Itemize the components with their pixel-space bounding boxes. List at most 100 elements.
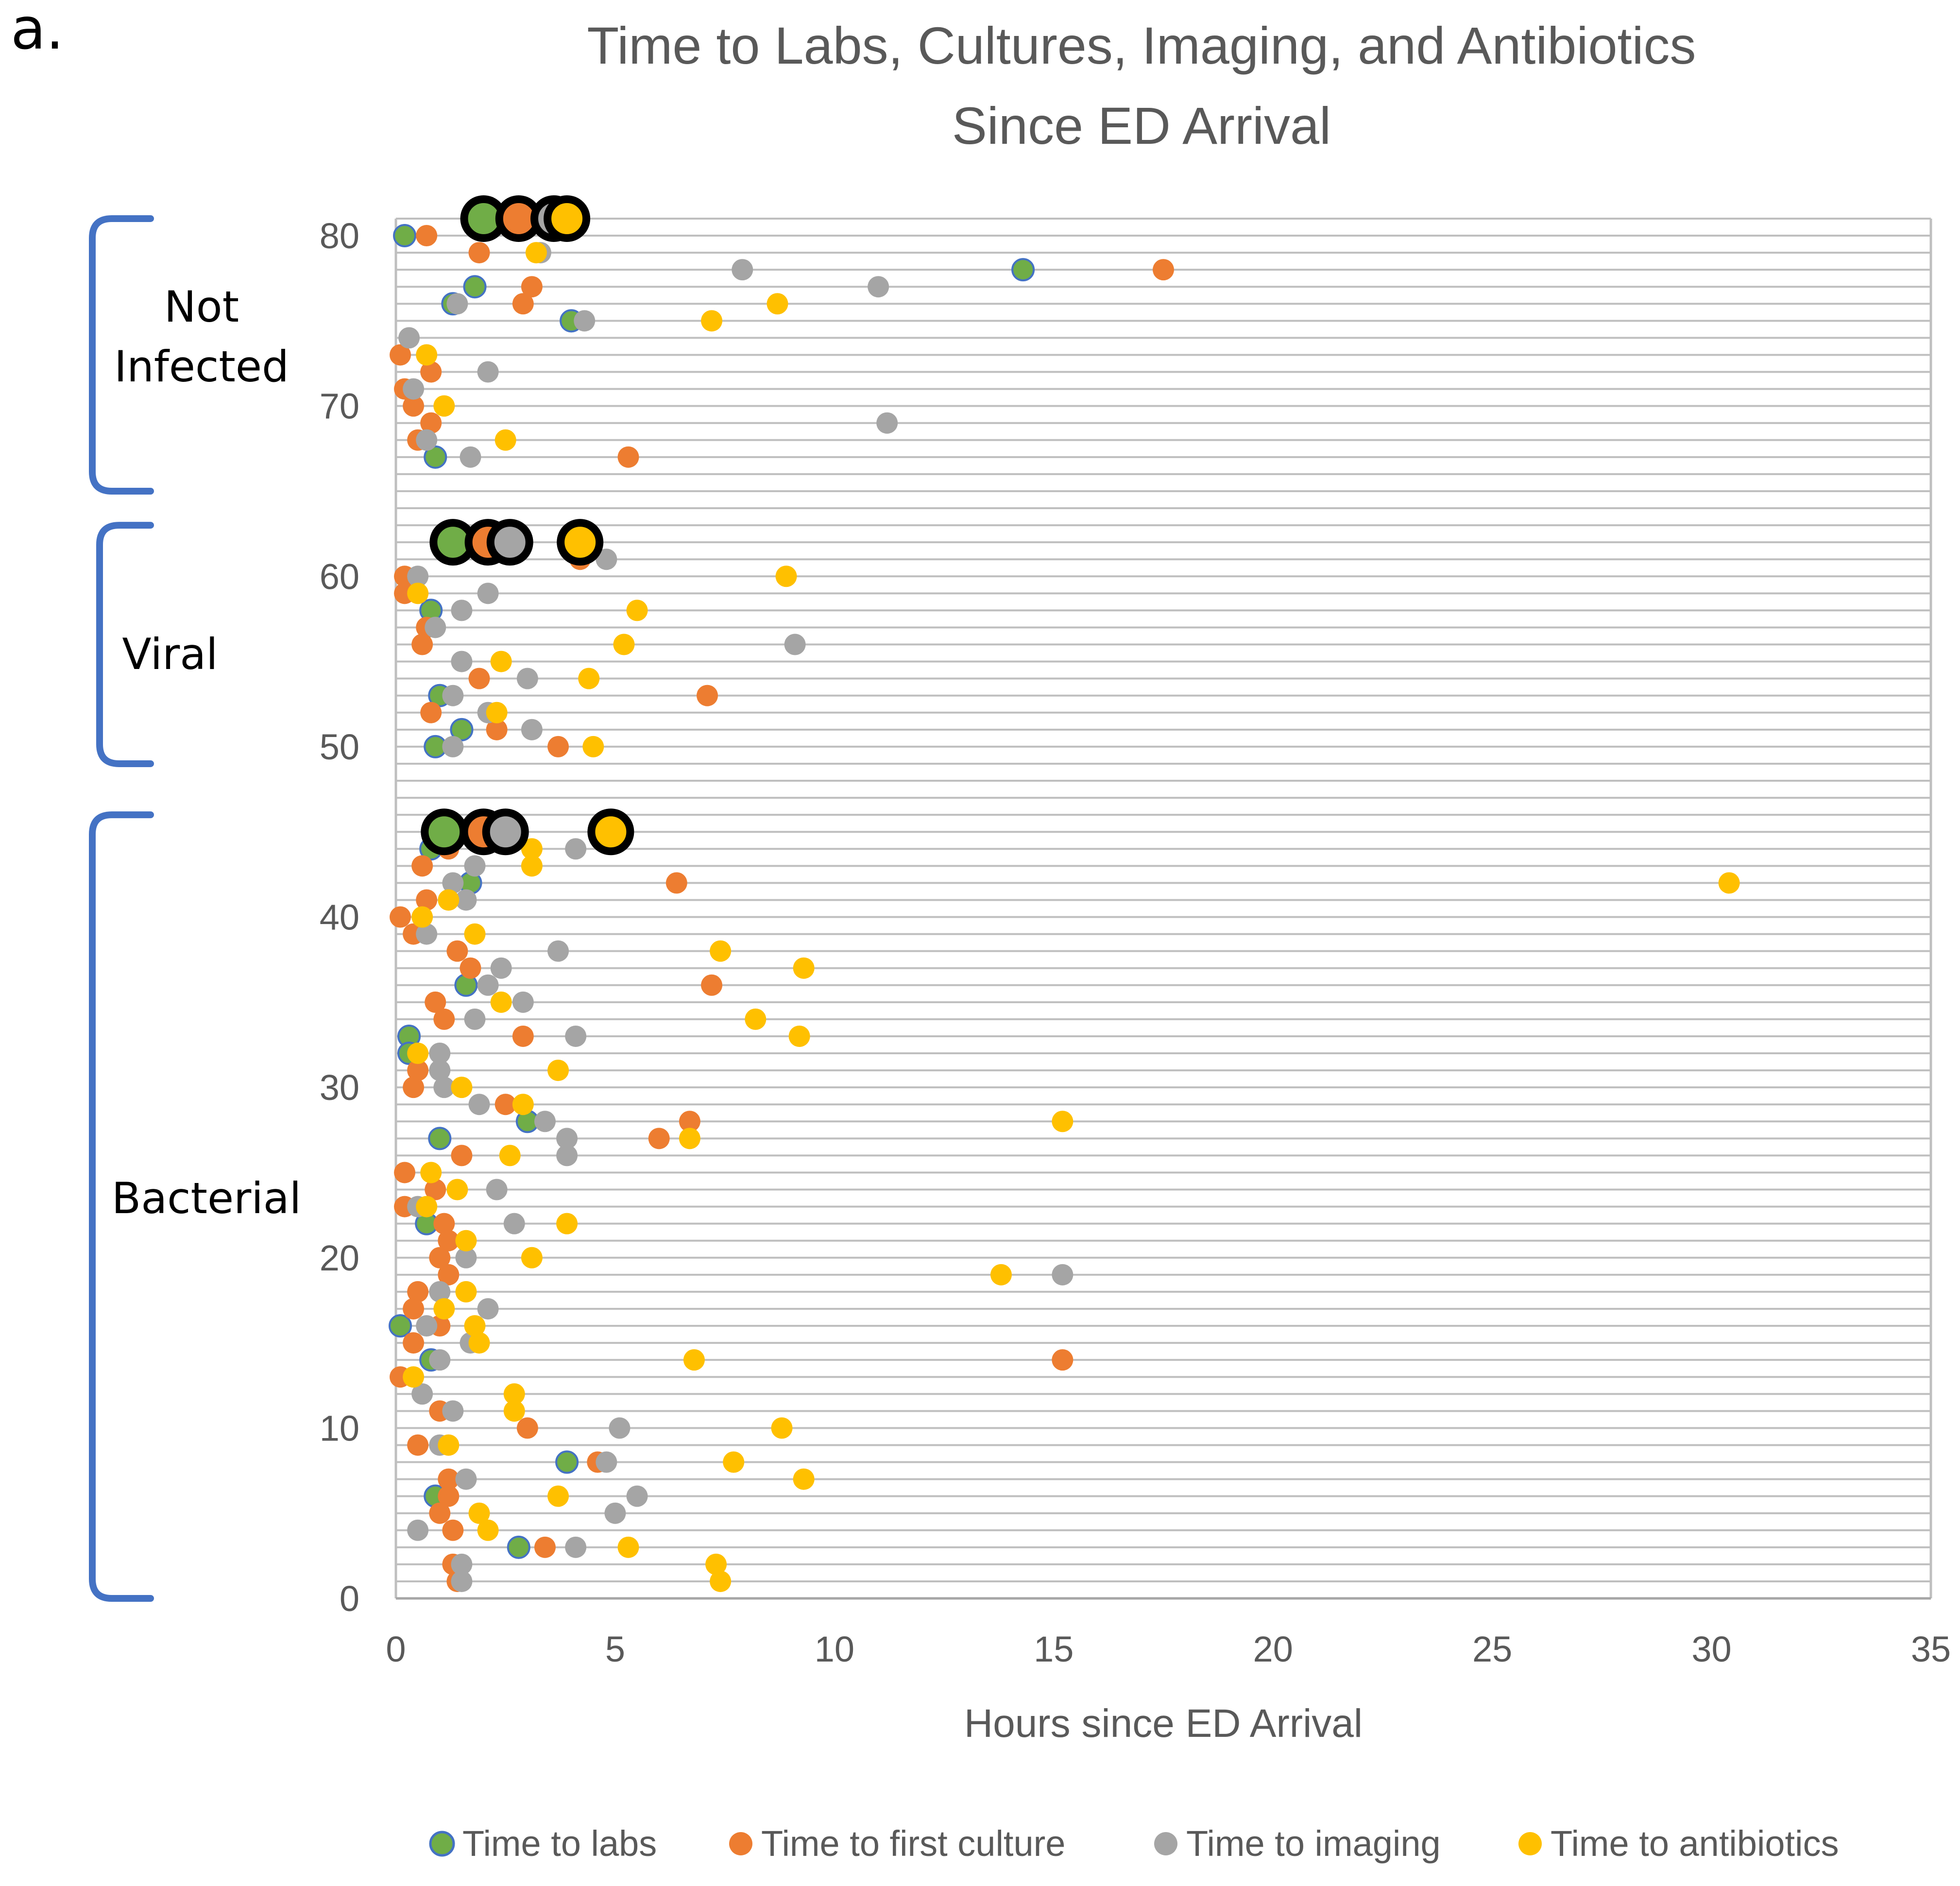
imaging-point <box>516 668 538 689</box>
labs-point <box>1011 258 1035 282</box>
labs-point <box>424 445 447 469</box>
antibiotics-point <box>494 429 516 451</box>
legend-label-antibiotics: Time to antibiotics <box>1551 1823 1839 1864</box>
imaging-point <box>596 549 617 570</box>
x-axis-title: Hours since ED Arrival <box>964 1701 1363 1746</box>
group-bracket <box>89 215 154 495</box>
legend-label-labs: Time to labs <box>462 1823 657 1864</box>
antibiotics-point <box>455 1281 477 1303</box>
group-label-viral: Viral <box>112 624 228 684</box>
y-tick-label: 60 <box>320 556 359 597</box>
culture-point <box>438 1485 460 1507</box>
culture-point <box>403 1077 425 1098</box>
group-brackets <box>89 215 154 1602</box>
culture-point <box>420 412 442 434</box>
x-tick-label: 30 <box>1691 1629 1731 1669</box>
imaging-point <box>565 838 587 860</box>
y-tick-label: 20 <box>320 1238 359 1278</box>
imaging-point <box>455 889 477 911</box>
culture-point <box>394 1162 416 1183</box>
antibiotics-point <box>521 838 543 860</box>
group-label-not-infected: Not Infected <box>100 277 304 396</box>
imaging-point <box>477 583 499 604</box>
imaging-point <box>468 1094 490 1115</box>
y-tick-label: 30 <box>320 1067 359 1108</box>
y-tick-label: 80 <box>320 216 359 256</box>
antibiotics-point <box>438 1434 460 1456</box>
imaging-point <box>604 1502 626 1524</box>
antibiotics-point <box>468 1332 490 1354</box>
labs-point <box>555 1450 579 1474</box>
imaging-point <box>477 1298 499 1320</box>
imaging-point <box>398 327 420 349</box>
legend-marker-labs <box>429 1831 455 1857</box>
imaging-summary-marker <box>482 808 529 856</box>
imaging-point <box>784 634 806 655</box>
antibiotics-point <box>525 242 547 264</box>
antibiotics-point <box>490 991 512 1013</box>
culture-point <box>433 1213 455 1234</box>
culture-point <box>701 974 723 996</box>
antibiotics-point <box>407 583 429 604</box>
culture-point <box>697 685 718 706</box>
culture-point <box>460 957 481 979</box>
imaging-point <box>574 310 596 332</box>
antibiotics-point <box>617 1536 639 1558</box>
imaging-point <box>486 1179 508 1200</box>
legend-marker-imaging <box>1154 1832 1177 1855</box>
antibiotics-point <box>710 1570 732 1592</box>
y-tick-label: 10 <box>320 1408 359 1448</box>
antibiotics-point <box>499 1145 521 1166</box>
culture-point <box>617 446 639 468</box>
imaging-point <box>460 446 481 468</box>
antibiotics-point <box>788 1025 810 1047</box>
imaging-point <box>416 923 438 945</box>
labs-point <box>393 224 417 247</box>
culture-point <box>486 719 508 740</box>
antibiotics-point <box>1718 872 1740 894</box>
y-tick-label: 70 <box>320 386 359 427</box>
group-label-line: Bacterial <box>111 1173 302 1223</box>
culture-point <box>390 344 411 366</box>
antibiotics-point <box>775 566 797 587</box>
culture-point <box>534 1536 556 1558</box>
antibiotics-point <box>547 1060 569 1081</box>
antibiotics-point <box>990 1264 1012 1286</box>
imaging-point <box>455 1468 477 1490</box>
culture-point <box>451 1145 473 1166</box>
imaging-point <box>411 1383 433 1405</box>
imaging-point <box>407 566 429 587</box>
antibiotics-point <box>512 1094 534 1115</box>
group-label-line: Viral <box>122 629 218 679</box>
x-tick-label: 10 <box>815 1629 854 1669</box>
imaging-point <box>609 1417 631 1439</box>
antibiotics-point <box>723 1451 745 1473</box>
antibiotics-point <box>521 855 543 877</box>
imaging-point <box>433 1077 455 1098</box>
imaging-point <box>451 1570 473 1592</box>
imaging-point <box>403 378 425 400</box>
culture-point <box>420 361 442 383</box>
culture-point <box>403 1298 425 1320</box>
imaging-point <box>556 1145 578 1166</box>
x-tick-label: 15 <box>1034 1629 1074 1669</box>
x-tick-label: 20 <box>1253 1629 1293 1669</box>
culture-point <box>468 242 490 264</box>
culture-point <box>446 940 468 962</box>
antibiotics-point <box>613 634 635 655</box>
imaging-point <box>442 685 464 706</box>
culture-point <box>407 1434 429 1456</box>
group-label-line: Infected <box>114 342 289 392</box>
axes: 0 10 20 30 40 50 60 70 80 0 5 10 15 20 25 30 35 Hours sin… <box>320 216 1951 1746</box>
imaging-point <box>451 651 473 672</box>
culture-point <box>494 1094 516 1115</box>
culture-point <box>438 1264 460 1286</box>
culture-point <box>425 1179 446 1200</box>
antibiotics-point <box>416 344 438 366</box>
culture-point <box>407 1060 429 1081</box>
gridlines <box>396 217 1931 1599</box>
y-tick-label: 0 <box>340 1578 359 1619</box>
culture-point <box>411 634 433 655</box>
legend-label-imaging: Time to imaging <box>1186 1823 1441 1864</box>
